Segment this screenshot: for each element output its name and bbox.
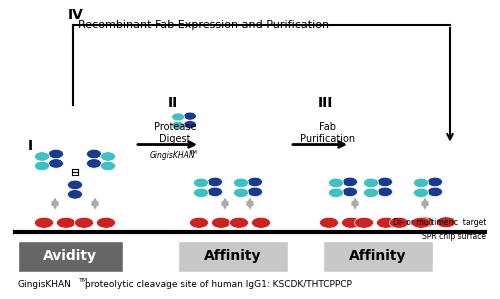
Ellipse shape	[378, 177, 392, 187]
Text: Affinity: Affinity	[204, 249, 261, 263]
Ellipse shape	[48, 149, 64, 159]
Text: Recombinant Fab Expression and Purification: Recombinant Fab Expression and Purificat…	[78, 20, 328, 30]
Text: Fab
Purification: Fab Purification	[300, 122, 355, 144]
Ellipse shape	[428, 187, 442, 197]
Text: GingisKHAN: GingisKHAN	[150, 152, 196, 161]
Ellipse shape	[34, 217, 54, 228]
Ellipse shape	[34, 161, 50, 171]
Text: SPR chip surface: SPR chip surface	[422, 232, 486, 241]
Ellipse shape	[414, 217, 434, 228]
Ellipse shape	[100, 161, 116, 171]
Ellipse shape	[378, 187, 392, 197]
Ellipse shape	[172, 113, 184, 121]
Ellipse shape	[364, 188, 378, 198]
Ellipse shape	[48, 159, 64, 168]
Ellipse shape	[252, 217, 270, 228]
Text: Protease
Digest: Protease Digest	[154, 122, 196, 144]
Text: proteolytic cleavage site of human IgG1: KSCDK/THTCPPCP: proteolytic cleavage site of human IgG1:…	[82, 280, 352, 289]
Ellipse shape	[234, 188, 248, 198]
Ellipse shape	[414, 178, 428, 187]
Text: TM: TM	[189, 150, 197, 155]
Ellipse shape	[248, 187, 262, 197]
Ellipse shape	[364, 178, 378, 187]
Text: Affinity: Affinity	[349, 249, 406, 263]
Ellipse shape	[96, 217, 116, 228]
Ellipse shape	[208, 187, 222, 197]
Ellipse shape	[86, 149, 102, 159]
Ellipse shape	[376, 217, 396, 228]
Ellipse shape	[68, 180, 82, 190]
Ellipse shape	[428, 177, 442, 187]
Ellipse shape	[390, 217, 408, 228]
Text: Di- or multimeric  target: Di- or multimeric target	[392, 218, 486, 227]
FancyBboxPatch shape	[18, 241, 122, 271]
Ellipse shape	[354, 217, 374, 228]
Ellipse shape	[34, 152, 50, 161]
Ellipse shape	[328, 178, 344, 187]
Ellipse shape	[212, 217, 231, 228]
Ellipse shape	[194, 188, 208, 198]
Ellipse shape	[234, 178, 248, 187]
Ellipse shape	[414, 188, 428, 198]
Ellipse shape	[208, 177, 222, 187]
Ellipse shape	[184, 112, 196, 120]
Ellipse shape	[86, 159, 102, 168]
Text: TM: TM	[79, 278, 88, 283]
Text: GingisKHAN: GingisKHAN	[18, 280, 72, 289]
Ellipse shape	[328, 188, 344, 198]
FancyBboxPatch shape	[322, 241, 432, 271]
Ellipse shape	[100, 152, 116, 161]
Ellipse shape	[74, 217, 94, 228]
Ellipse shape	[194, 178, 208, 187]
Ellipse shape	[230, 217, 248, 228]
Text: IV: IV	[68, 8, 84, 22]
Ellipse shape	[320, 217, 338, 228]
Ellipse shape	[342, 217, 360, 228]
Ellipse shape	[172, 121, 184, 129]
Ellipse shape	[56, 217, 76, 228]
Ellipse shape	[190, 217, 208, 228]
Ellipse shape	[436, 217, 456, 228]
Text: Avidity: Avidity	[43, 249, 97, 263]
Text: I: I	[28, 138, 32, 152]
Ellipse shape	[68, 190, 82, 199]
Ellipse shape	[412, 217, 430, 228]
Text: III: III	[318, 96, 333, 110]
Text: II: II	[168, 96, 178, 110]
Ellipse shape	[342, 187, 357, 197]
Ellipse shape	[342, 177, 357, 187]
Ellipse shape	[184, 120, 196, 129]
Ellipse shape	[248, 177, 262, 187]
FancyBboxPatch shape	[178, 241, 288, 271]
